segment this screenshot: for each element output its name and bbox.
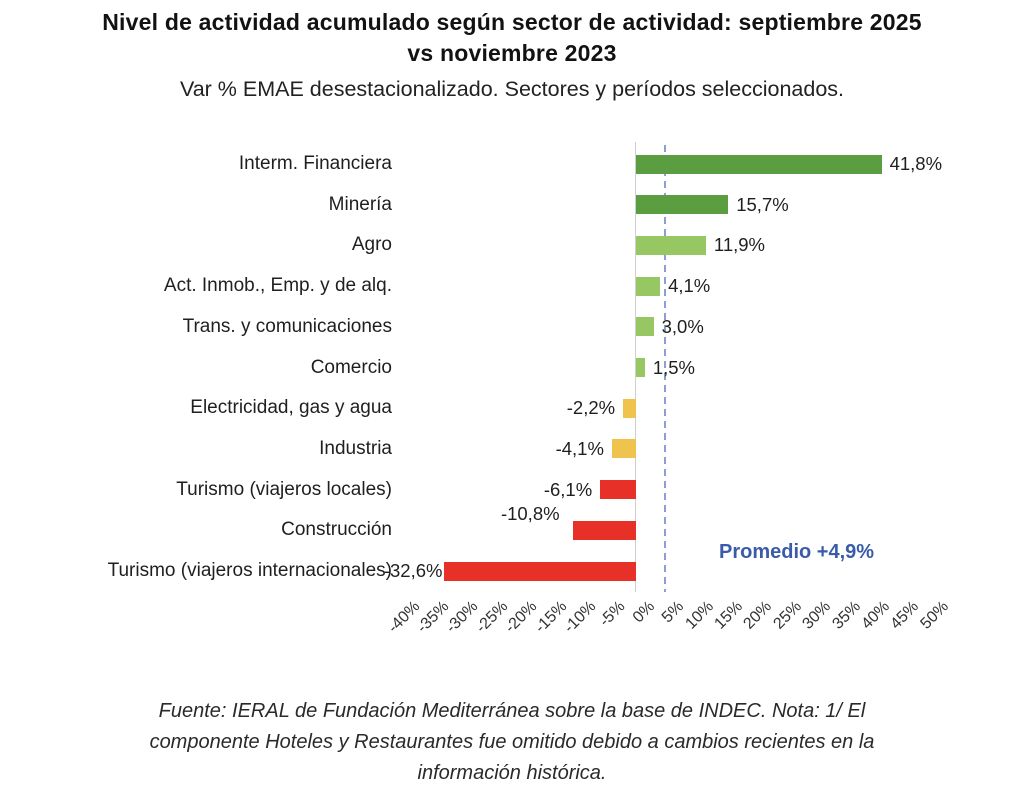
bar-value-label: 11,9% xyxy=(713,234,765,256)
x-tick-label: -20% xyxy=(502,598,541,637)
bar xyxy=(572,520,636,540)
bar-value-label: -6,1% xyxy=(543,478,593,500)
bar-value-label: 3,0% xyxy=(661,315,704,337)
zero-axis-line xyxy=(635,142,636,592)
x-tick-label: -10% xyxy=(560,598,600,637)
category-label: Electricidad, gas y agua xyxy=(190,397,392,419)
bar xyxy=(636,195,729,215)
category-label: Trans. y comunicaciones xyxy=(182,315,392,337)
category-label: Turismo (viajeros internacionales) xyxy=(107,560,392,581)
x-tick-label: 25% xyxy=(770,598,805,633)
chart-header: Nivel de actividad acumulado según secto… xyxy=(0,7,1024,103)
x-tick-label: 35% xyxy=(828,598,864,633)
chart-subtitle: Var % EMAE desestacionalizado. Sectores … xyxy=(179,77,845,101)
bar-value-label: 4,1% xyxy=(668,275,711,297)
category-label: Industria xyxy=(319,437,392,459)
x-tick-label: -30% xyxy=(443,598,482,637)
bar-value-label: -2,2% xyxy=(566,397,616,419)
category-label: Act. Inmob., Emp. y de alq. xyxy=(163,275,392,297)
x-tick-label: 30% xyxy=(799,598,835,633)
bar xyxy=(636,154,882,174)
x-tick-label: 50% xyxy=(917,598,952,633)
bar-value-label: -10,8% xyxy=(500,503,560,525)
bar xyxy=(623,398,636,418)
bar-value-label: 15,7% xyxy=(736,193,789,215)
category-label: Interm. Financiera xyxy=(238,153,392,174)
bar xyxy=(611,439,636,459)
x-tick-label: -40% xyxy=(384,598,424,637)
x-tick-label: 45% xyxy=(887,598,923,633)
title-line-2: vs noviembre 2023 xyxy=(407,40,617,66)
source-note: Fuente: IERAL de Fundación Mediterránea … xyxy=(149,700,875,784)
average-label: Promedio +4,9% xyxy=(719,541,875,563)
x-tick-label: 0% xyxy=(629,598,659,627)
bar xyxy=(636,276,661,296)
category-label: Turismo (viajeros locales) xyxy=(176,478,392,500)
page-title: Nivel de actividad acumulado según secto… xyxy=(0,7,1024,69)
bar xyxy=(600,480,636,500)
bar xyxy=(636,358,645,377)
x-tick-label: -25% xyxy=(472,598,512,637)
x-tick-label: 20% xyxy=(740,598,776,633)
bar-value-label: -4,1% xyxy=(555,437,604,459)
x-tick-label: 40% xyxy=(858,598,894,633)
average-line xyxy=(664,145,666,592)
bar-chart-area: Interm. Financiera 41,8% Minería 15,7% Agro 1… xyxy=(0,142,1024,687)
category-label: Agro xyxy=(351,234,392,256)
title-line-1: Nivel de actividad acumulado según secto… xyxy=(102,9,922,35)
category-label: Construcción xyxy=(281,519,392,541)
bar xyxy=(636,235,706,255)
x-tick-label: -35% xyxy=(413,598,453,637)
bar-value-label: 41,8% xyxy=(889,153,943,174)
x-tick-label: 15% xyxy=(711,598,747,633)
bar-value-label: -32,6% xyxy=(383,560,443,581)
bar xyxy=(444,561,636,581)
bar-value-label: 1,5% xyxy=(652,356,695,378)
bar xyxy=(636,317,654,337)
x-tick-label: -15% xyxy=(531,598,570,637)
x-tick-label: -5% xyxy=(596,598,629,631)
category-label: Comercio xyxy=(310,356,392,378)
category-label: Minería xyxy=(328,193,392,215)
x-tick-label: 10% xyxy=(682,598,717,633)
